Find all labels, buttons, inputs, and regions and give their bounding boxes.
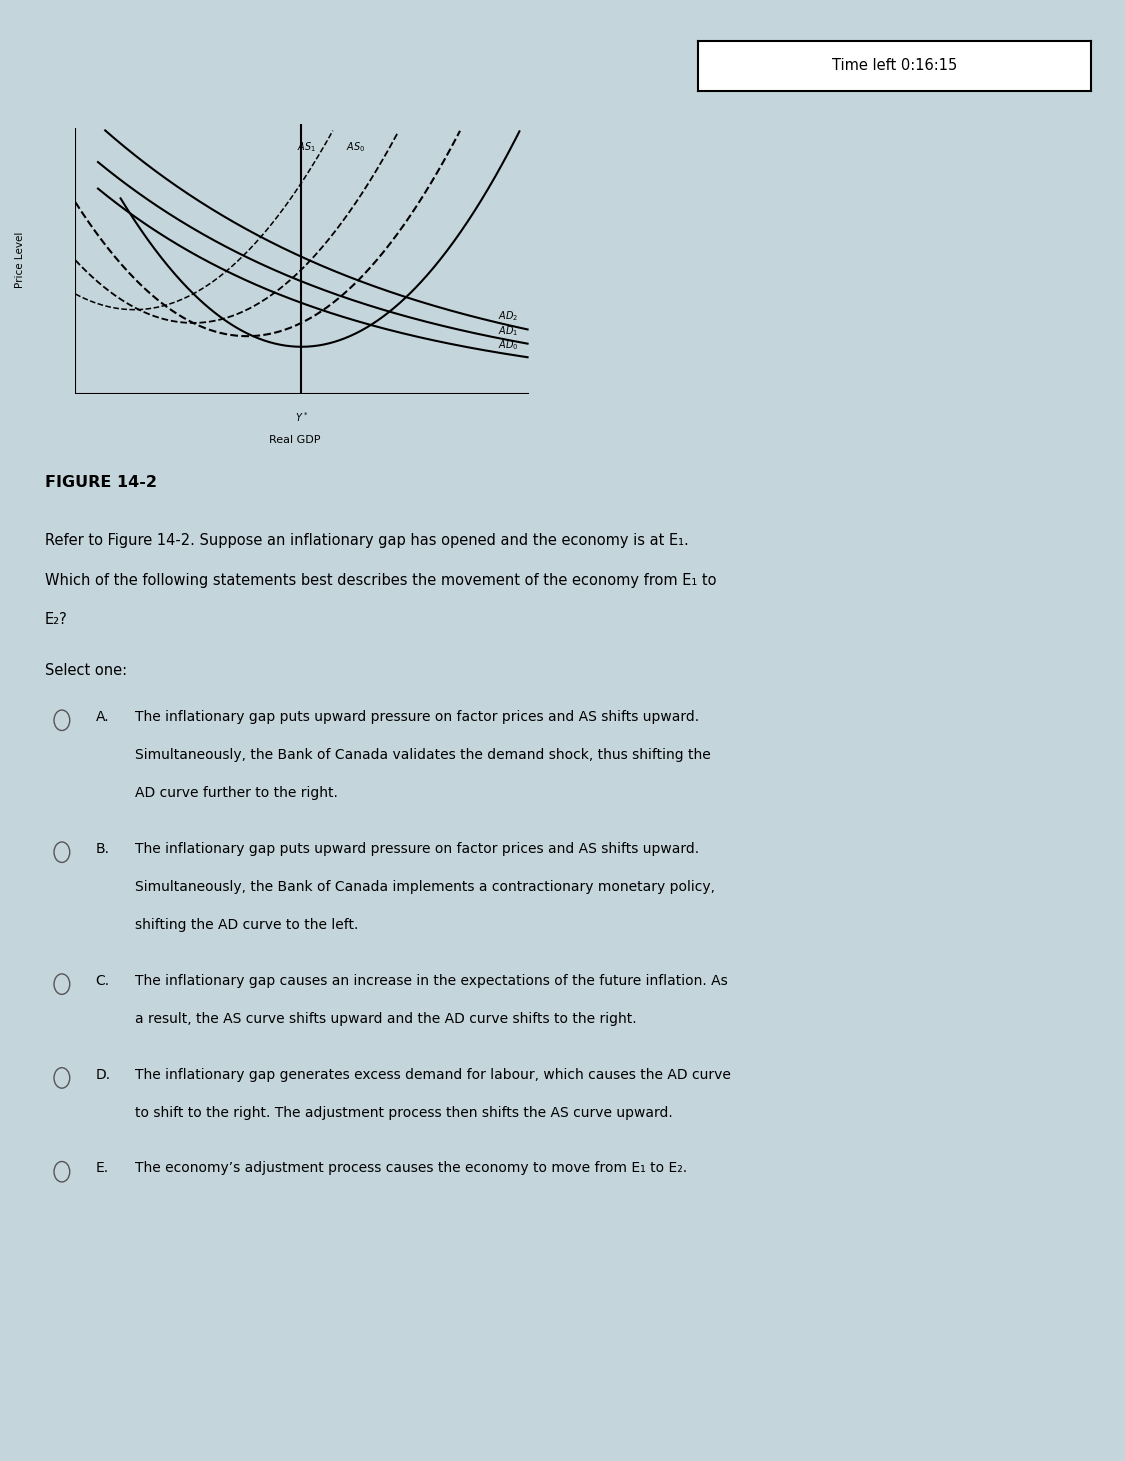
Text: Simultaneously, the Bank of Canada validates the demand shock, thus shifting the: Simultaneously, the Bank of Canada valid… xyxy=(135,748,711,763)
Text: FIGURE 14-2: FIGURE 14-2 xyxy=(45,475,158,489)
Text: Select one:: Select one: xyxy=(45,663,127,678)
Text: $AD_2$: $AD_2$ xyxy=(498,310,519,323)
Text: $AD_0$: $AD_0$ xyxy=(498,337,519,352)
Text: Refer to Figure 14-2. Suppose an inflationary gap has opened and the economy is : Refer to Figure 14-2. Suppose an inflati… xyxy=(45,533,688,548)
Text: The inflationary gap causes an increase in the expectations of the future inflat: The inflationary gap causes an increase … xyxy=(135,974,728,988)
Text: B.: B. xyxy=(96,842,109,856)
Text: E₂?: E₂? xyxy=(45,612,68,627)
Text: $AD_1$: $AD_1$ xyxy=(498,324,519,337)
Text: Time left 0:16:15: Time left 0:16:15 xyxy=(831,58,957,73)
Text: Which of the following statements best describes the movement of the economy fro: Which of the following statements best d… xyxy=(45,573,717,587)
Text: The economy’s adjustment process causes the economy to move from E₁ to E₂.: The economy’s adjustment process causes … xyxy=(135,1161,687,1176)
Text: The inflationary gap puts upward pressure on factor prices and AS shifts upward.: The inflationary gap puts upward pressur… xyxy=(135,710,699,725)
Text: D.: D. xyxy=(96,1068,110,1081)
Text: $AS_1$: $AS_1$ xyxy=(297,140,315,153)
Text: a result, the AS curve shifts upward and the AD curve shifts to the right.: a result, the AS curve shifts upward and… xyxy=(135,1012,637,1026)
Text: shifting the AD curve to the left.: shifting the AD curve to the left. xyxy=(135,919,359,932)
Text: AD curve further to the right.: AD curve further to the right. xyxy=(135,786,338,801)
Text: Real GDP: Real GDP xyxy=(269,435,321,446)
Text: E.: E. xyxy=(96,1161,109,1176)
Text: C.: C. xyxy=(96,974,110,988)
Text: A.: A. xyxy=(96,710,109,725)
Text: to shift to the right. The adjustment process then shifts the AS curve upward.: to shift to the right. The adjustment pr… xyxy=(135,1106,673,1119)
Text: Price Level: Price Level xyxy=(16,231,25,288)
Text: The inflationary gap generates excess demand for labour, which causes the AD cur: The inflationary gap generates excess de… xyxy=(135,1068,731,1081)
Text: $AS_0$: $AS_0$ xyxy=(346,140,366,153)
Text: The inflationary gap puts upward pressure on factor prices and AS shifts upward.: The inflationary gap puts upward pressur… xyxy=(135,842,699,856)
Text: $Y^*$: $Y^*$ xyxy=(295,411,308,424)
Text: Simultaneously, the Bank of Canada implements a contractionary monetary policy,: Simultaneously, the Bank of Canada imple… xyxy=(135,880,716,894)
